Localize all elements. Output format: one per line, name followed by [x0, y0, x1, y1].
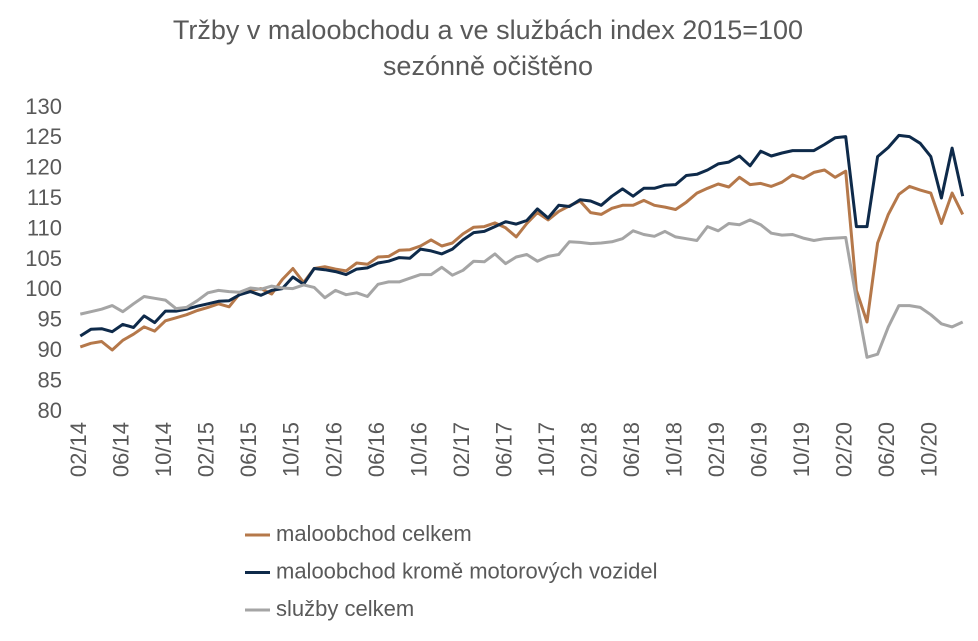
x-tick-label: 10/19 — [789, 422, 814, 477]
y-tick-label: 105 — [25, 246, 62, 271]
chart-title: Tržby v maloobchodu a ve službách index … — [173, 15, 803, 45]
x-tick-label: 02/16 — [321, 422, 346, 477]
x-tick-label: 06/20 — [874, 422, 899, 477]
x-tick-label: 02/20 — [832, 422, 857, 477]
x-tick-label: 02/17 — [449, 422, 474, 477]
legend-label: maloobchod celkem — [276, 521, 472, 546]
x-tick-label: 06/19 — [747, 422, 772, 477]
x-tick-label: 10/20 — [917, 422, 942, 477]
x-tick-label: 10/16 — [406, 422, 431, 477]
y-tick-label: 95 — [38, 307, 62, 332]
x-tick-label: 02/15 — [194, 422, 219, 477]
x-tick-label: 10/18 — [661, 422, 686, 477]
x-tick-label: 10/15 — [279, 422, 304, 477]
y-tick-label: 115 — [27, 185, 62, 210]
x-tick-label: 06/15 — [236, 422, 261, 477]
y-tick-label: 100 — [25, 276, 62, 301]
x-tick-label: 02/19 — [704, 422, 729, 477]
y-tick-label: 125 — [25, 124, 62, 149]
x-tick-label: 02/18 — [576, 422, 601, 477]
x-tick-label: 10/17 — [534, 422, 559, 477]
chart-subtitle: sezónně očištěno — [383, 51, 593, 81]
x-tick-label: 10/14 — [151, 422, 176, 477]
series-line — [79, 168, 965, 352]
y-tick-label: 120 — [25, 155, 62, 180]
legend-label: maloobchod kromě motorových vozidel — [276, 558, 658, 583]
series-line — [79, 218, 964, 359]
y-tick-label: 80 — [38, 398, 62, 423]
x-tick-label: 06/14 — [109, 422, 134, 477]
y-tick-label: 90 — [38, 337, 62, 362]
legend-label: služby celkem — [276, 596, 414, 621]
y-tick-label: 85 — [38, 367, 62, 392]
x-tick-label: 02/14 — [66, 422, 91, 477]
x-tick-label: 06/17 — [491, 422, 516, 477]
series-line — [79, 133, 965, 338]
y-tick-label: 110 — [27, 215, 62, 240]
x-tick-label: 06/18 — [619, 422, 644, 477]
x-tick-label: 06/16 — [364, 422, 389, 477]
y-tick-label: 130 — [25, 94, 62, 119]
